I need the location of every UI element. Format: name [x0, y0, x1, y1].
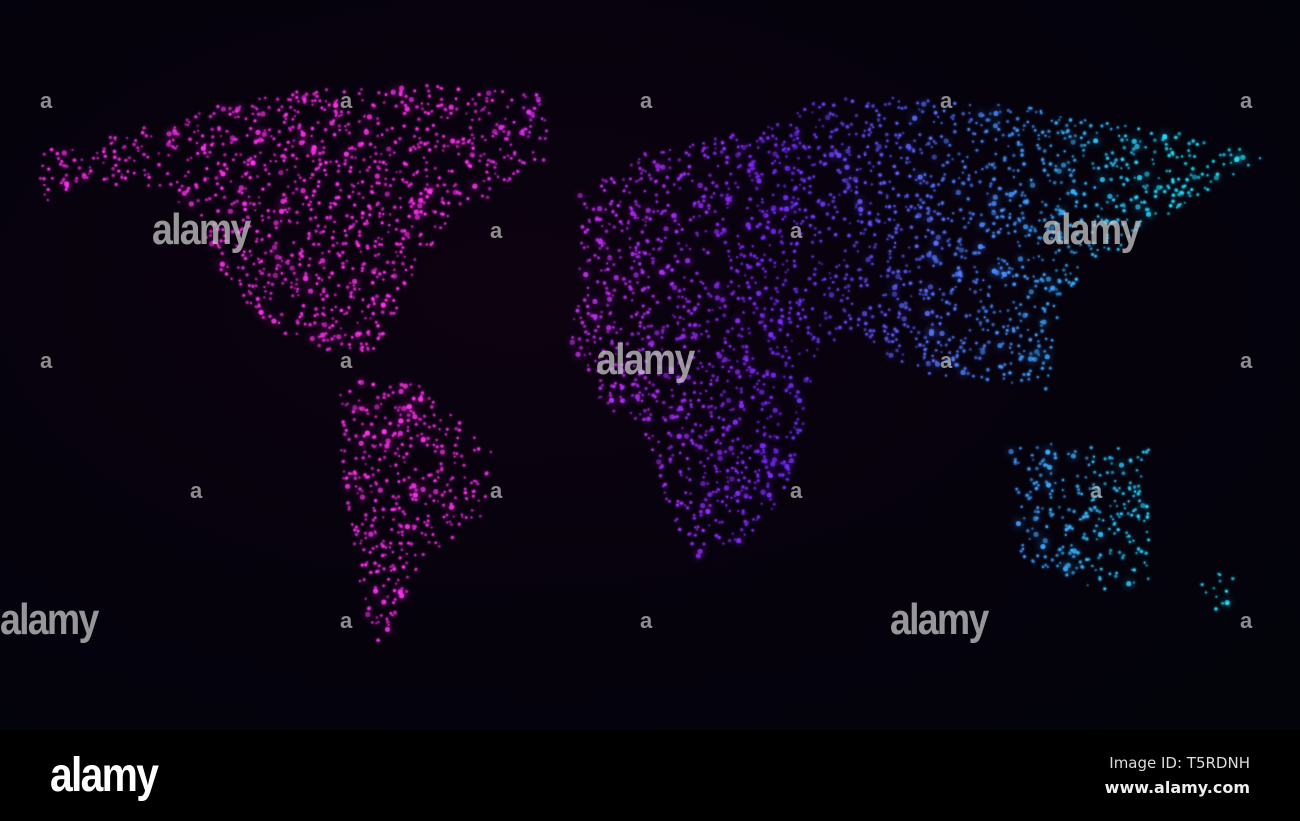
watermark-letter: a	[340, 348, 353, 373]
world-map-dots	[0, 0, 1300, 730]
watermark-letter: a	[190, 478, 203, 503]
watermark-letter: a	[40, 88, 53, 113]
watermark-letter: a	[490, 478, 503, 503]
watermark-letter: a	[640, 608, 653, 633]
watermark-letter: a	[340, 608, 353, 633]
watermark-letter: a	[940, 348, 953, 373]
watermark-text: alamy	[890, 595, 989, 644]
watermark-letter: a	[790, 478, 803, 503]
site-url[interactable]: www.alamy.com	[1104, 778, 1250, 797]
watermark-letter: a	[1090, 478, 1103, 503]
watermark-letter: a	[640, 88, 653, 113]
watermark-letter: a	[40, 348, 53, 373]
watermark-letter: a	[1240, 608, 1253, 633]
alamy-logo[interactable]: alamy	[50, 749, 159, 802]
image-id: Image ID: T5RDNH	[1109, 754, 1250, 772]
watermark-letter: a	[490, 218, 503, 243]
watermark-letter: a	[1240, 88, 1253, 113]
watermark-text: alamy	[152, 205, 251, 254]
watermark-letter: a	[340, 88, 353, 113]
watermark-letter: a	[1240, 348, 1253, 373]
watermark-text: alamy	[0, 595, 99, 644]
watermark-text: alamy	[1042, 205, 1141, 254]
watermark-letter: a	[940, 88, 953, 113]
watermark-letter: a	[790, 218, 803, 243]
footer-bar: alamy Image ID: T5RDNH www.alamy.com	[0, 730, 1300, 821]
watermark-text: alamy	[596, 335, 695, 384]
